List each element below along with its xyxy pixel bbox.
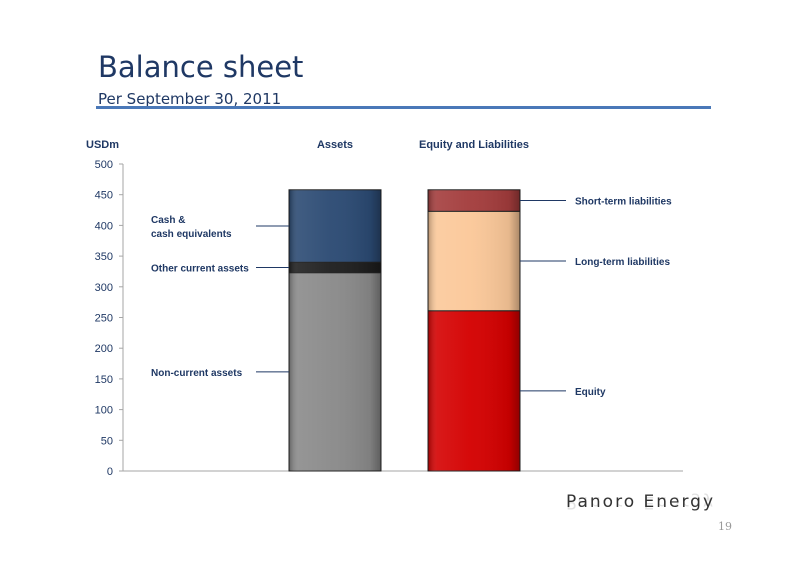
slide-subtitle: Per September 30, 2011 — [98, 90, 282, 108]
y-tick-label: 250 — [95, 313, 113, 325]
page-number: 19 — [718, 520, 732, 533]
y-tick-label: 0 — [107, 466, 113, 478]
title-divider — [96, 106, 711, 109]
y-tick-label: 300 — [95, 282, 113, 294]
slide-title: Balance sheet — [98, 50, 304, 84]
y-tick-label: 150 — [95, 374, 113, 386]
segment-label-line: Long-term liabilities — [575, 257, 670, 268]
segment-label-line: Cash & — [151, 215, 185, 226]
segment-label-line: Equity — [575, 387, 606, 398]
y-tick-label: 350 — [95, 251, 113, 263]
y-tick-label: 200 — [95, 343, 113, 355]
y-axis-title: USDm — [86, 139, 119, 151]
segment-label-line: Short-term liabilities — [575, 197, 672, 208]
bar-segment-shading — [428, 189, 520, 212]
bar-segment-shading — [428, 211, 520, 311]
segment-label: Cash & cash equivalents — [151, 215, 232, 240]
bar-segment-shading — [289, 272, 381, 471]
segment-label: Non-current assets — [151, 368, 243, 379]
segment-label: Other current assets — [151, 263, 249, 274]
segment-label: Short-term liabilities — [575, 197, 672, 208]
bar-segment-shading — [428, 310, 520, 471]
segment-label-line: Non-current assets — [151, 368, 243, 379]
y-tick-label: 100 — [95, 405, 113, 417]
brand-logo-text: Panoro Energy — [566, 492, 716, 512]
y-tick-label: 50 — [101, 435, 113, 447]
bar-segment-shading — [289, 189, 381, 263]
bar-segment-shading — [289, 262, 381, 273]
category-label: Equity and Liabilities — [419, 139, 529, 151]
category-label: Assets — [317, 139, 353, 151]
segment-label: Long-term liabilities — [575, 257, 670, 268]
segment-label: Equity — [575, 387, 606, 398]
y-tick-label: 400 — [95, 220, 113, 232]
y-tick-label: 450 — [95, 190, 113, 202]
segment-label-line: cash equivalents — [151, 229, 232, 240]
segment-label-line: Other current assets — [151, 263, 249, 274]
y-tick-label: 500 — [95, 159, 113, 171]
